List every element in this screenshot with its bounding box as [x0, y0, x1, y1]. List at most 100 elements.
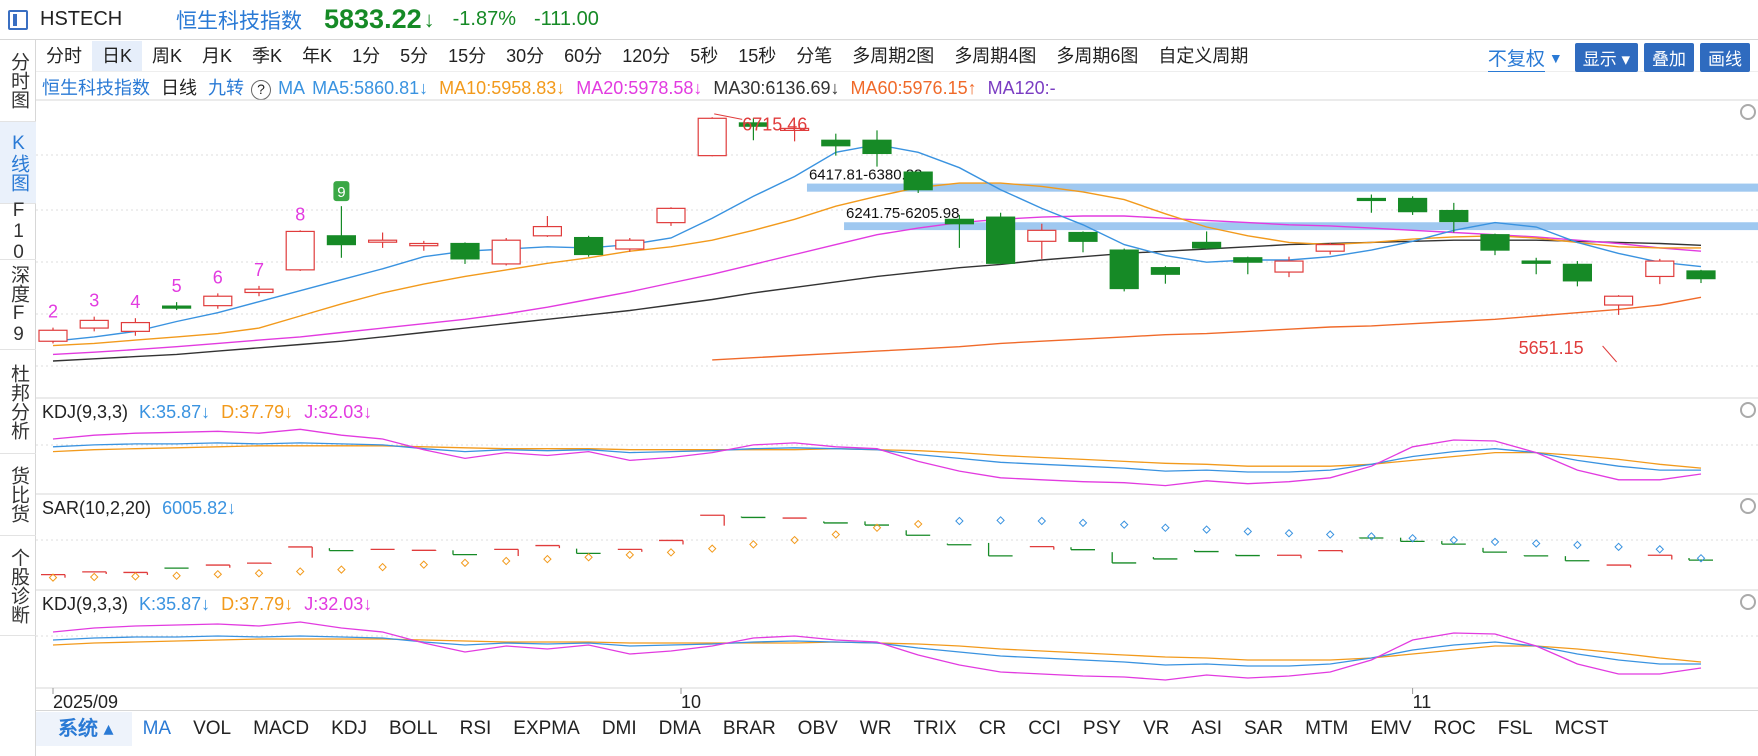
- candle-body[interactable]: [1686, 270, 1716, 280]
- period-tab-3[interactable]: 月K: [202, 45, 233, 66]
- chevron-down-icon[interactable]: ▼: [1548, 49, 1563, 66]
- candle-body[interactable]: [738, 122, 769, 127]
- period-tab-1[interactable]: 日K: [92, 40, 143, 71]
- candle-body[interactable]: [491, 239, 521, 265]
- indicator-tab-13[interactable]: TRIX: [913, 717, 957, 739]
- candle-body[interactable]: [120, 321, 151, 332]
- indicator-tab-21[interactable]: EMV: [1370, 717, 1412, 739]
- candle-body[interactable]: [779, 127, 810, 131]
- left-tab-2[interactable]: F10: [0, 200, 36, 263]
- candle-body[interactable]: [532, 225, 563, 237]
- gear-icon[interactable]: [1740, 498, 1756, 514]
- indicator-tab-6[interactable]: RSI: [459, 717, 492, 739]
- period-tab-5[interactable]: 年K: [302, 45, 333, 66]
- candle-body[interactable]: [203, 295, 233, 307]
- period-tab-14[interactable]: 分笔: [796, 45, 833, 66]
- candle-body[interactable]: [79, 319, 109, 329]
- candle-body[interactable]: [1562, 263, 1593, 282]
- candle-body[interactable]: [1645, 260, 1675, 278]
- indicator-tab-24[interactable]: MCST: [1554, 717, 1609, 739]
- indicator-tab-3[interactable]: MACD: [253, 717, 310, 739]
- candle-body[interactable]: [1603, 295, 1634, 306]
- period-tab-7[interactable]: 5分: [400, 45, 429, 66]
- candle-body[interactable]: [573, 236, 604, 256]
- indicator-tab-1[interactable]: MA: [142, 717, 172, 739]
- ma-label[interactable]: MA: [278, 78, 306, 98]
- period-tab-0[interactable]: 分时: [46, 45, 82, 66]
- indicator-tab-2[interactable]: VOL: [193, 717, 232, 739]
- candle-body[interactable]: [1109, 249, 1139, 290]
- indicator-tab-11[interactable]: OBV: [797, 717, 838, 739]
- period-tab-15[interactable]: 多周期2图: [852, 45, 935, 66]
- candle-body[interactable]: [1233, 257, 1263, 263]
- period-tab-17[interactable]: 多周期6图: [1056, 45, 1139, 66]
- period-tab-6[interactable]: 1分: [352, 45, 381, 66]
- candle-body[interactable]: [1480, 234, 1510, 251]
- candle-body[interactable]: [615, 239, 645, 250]
- candle-body[interactable]: [656, 207, 686, 224]
- period-tab-16[interactable]: 多周期4图: [954, 45, 1037, 66]
- gear-icon[interactable]: [1740, 402, 1756, 418]
- candle-body[interactable]: [862, 139, 892, 155]
- period-tab-9[interactable]: 30分: [506, 45, 545, 66]
- adjust-dropdown[interactable]: 不复权: [1487, 44, 1545, 72]
- candle-body[interactable]: [409, 242, 439, 247]
- candle-body[interactable]: [1068, 231, 1098, 242]
- candle-body[interactable]: [1191, 241, 1222, 249]
- period-tab-13[interactable]: 15秒: [738, 45, 777, 66]
- nine-turn-toggle[interactable]: 九转: [208, 78, 245, 98]
- period-tab-10[interactable]: 60分: [564, 45, 603, 66]
- candle-body[interactable]: [326, 235, 356, 246]
- candle-body[interactable]: [244, 288, 274, 294]
- indicator-tab-19[interactable]: SAR: [1243, 717, 1284, 739]
- indicator-tab-12[interactable]: WR: [859, 717, 892, 739]
- candle-body[interactable]: [1397, 197, 1428, 213]
- candle-body[interactable]: [450, 242, 480, 260]
- candle-body[interactable]: [1315, 243, 1345, 252]
- indicator-tab-7[interactable]: EXPMA: [513, 717, 580, 739]
- indicator-tab-17[interactable]: VR: [1142, 717, 1170, 739]
- candle-body[interactable]: [1439, 209, 1469, 223]
- candle-body[interactable]: [697, 117, 727, 157]
- index-name[interactable]: 恒生科技指数: [176, 9, 302, 33]
- left-tab-5[interactable]: 货比货: [0, 454, 36, 536]
- candle-body[interactable]: [1027, 229, 1057, 242]
- gear-icon[interactable]: [1740, 104, 1756, 120]
- indicator-tab-4[interactable]: KDJ: [331, 717, 367, 739]
- candle-body[interactable]: [1521, 260, 1551, 264]
- candle-body[interactable]: [821, 139, 851, 147]
- candle-body[interactable]: [1150, 267, 1181, 275]
- indicator-tab-14[interactable]: CR: [978, 717, 1007, 739]
- indicator-tab-20[interactable]: MTM: [1305, 717, 1349, 739]
- overlay-button[interactable]: 叠加: [1644, 43, 1694, 72]
- candle-body[interactable]: [1356, 197, 1387, 202]
- window-icon[interactable]: [8, 9, 28, 30]
- candle-body[interactable]: [1274, 260, 1304, 273]
- indicator-tab-22[interactable]: ROC: [1433, 717, 1476, 739]
- candle-body[interactable]: [985, 216, 1016, 264]
- indicator-tab-8[interactable]: DMI: [601, 717, 637, 739]
- draw-line-button[interactable]: 画线: [1700, 43, 1750, 72]
- indicator-tab-15[interactable]: CCI: [1028, 717, 1061, 739]
- candle-body[interactable]: [38, 329, 68, 342]
- indicator-tab-18[interactable]: ASI: [1191, 717, 1222, 739]
- period-tab-12[interactable]: 5秒: [690, 45, 719, 66]
- indicator-tab-10[interactable]: BRAR: [722, 717, 776, 739]
- indicator-tab-9[interactable]: DMA: [658, 717, 701, 739]
- left-tab-3[interactable]: 深度F9: [0, 260, 36, 350]
- indicator-tab-16[interactable]: PSY: [1082, 717, 1121, 739]
- left-tab-4[interactable]: 杜邦分析: [0, 350, 36, 454]
- candle-body[interactable]: [162, 305, 192, 309]
- period-tab-11[interactable]: 120分: [622, 45, 671, 66]
- period-tab-4[interactable]: 季K: [252, 45, 283, 66]
- gear-icon[interactable]: [1740, 594, 1756, 610]
- candle-body[interactable]: [903, 171, 933, 191]
- left-tab-1[interactable]: K线图: [0, 122, 36, 204]
- display-button[interactable]: 显示 ▾: [1574, 43, 1638, 72]
- candle-body[interactable]: [944, 218, 975, 225]
- indicator-tab-0[interactable]: 系统 ▴: [36, 711, 132, 746]
- indicator-tab-5[interactable]: BOLL: [389, 717, 438, 739]
- candle-body[interactable]: [285, 230, 315, 271]
- period-tab-18[interactable]: 自定义周期: [1158, 45, 1249, 66]
- period-tab-8[interactable]: 15分: [448, 45, 487, 66]
